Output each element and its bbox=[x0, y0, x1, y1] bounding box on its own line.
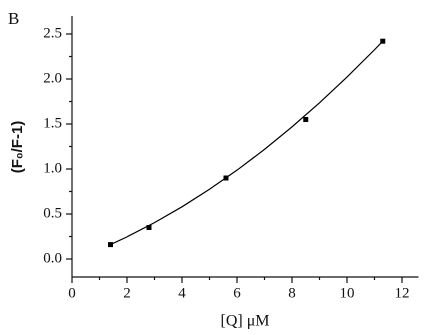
data-point bbox=[146, 225, 152, 230]
x-tick-label: 2 bbox=[123, 285, 131, 301]
y-tick-label: 1.5 bbox=[43, 115, 62, 131]
x-tick-label: 6 bbox=[233, 285, 241, 301]
x-tick-label: 8 bbox=[288, 285, 296, 301]
x-tick-label: 0 bbox=[68, 285, 76, 301]
x-axis-label: [Q] μM bbox=[220, 313, 269, 330]
panel-label: B bbox=[8, 9, 19, 28]
y-tick-label: 1.0 bbox=[43, 160, 62, 176]
y-tick-label: 0.5 bbox=[43, 205, 62, 221]
x-tick-label: 10 bbox=[340, 285, 355, 301]
y-tick-label: 0.0 bbox=[43, 250, 62, 266]
fit-curve bbox=[110, 40, 384, 246]
x-tick-label: 12 bbox=[395, 285, 410, 301]
y-tick-label: 2.5 bbox=[43, 25, 62, 41]
x-tick-label: 4 bbox=[178, 285, 186, 301]
data-point bbox=[303, 117, 309, 122]
y-axis-label: (F₀/F-1) bbox=[9, 121, 26, 174]
y-tick-label: 2.0 bbox=[43, 70, 62, 86]
